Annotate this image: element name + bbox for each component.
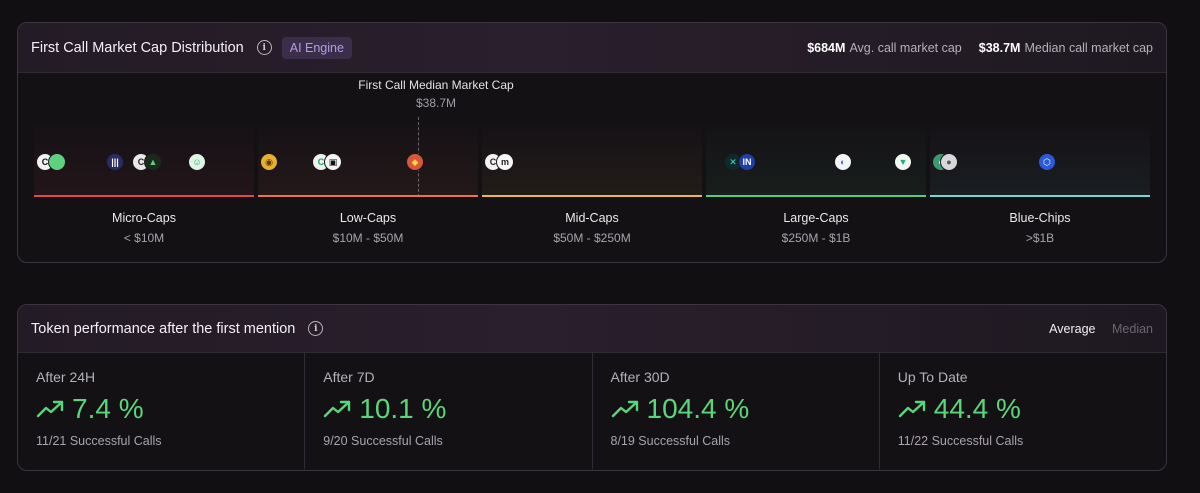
- segment-bar: [34, 195, 254, 197]
- segment-name: Large-Caps: [783, 211, 849, 225]
- average-median-toggle: Average Median: [1036, 322, 1153, 336]
- segment-mid-caps: C m: [482, 121, 702, 197]
- successful-calls: 8/19 Successful Calls: [610, 434, 731, 448]
- median-marker-title: First Call Median Market Cap: [358, 78, 514, 92]
- performance-percent: 10.1 %: [359, 393, 447, 424]
- segment-low-caps: ◉ C ▣ ◆: [258, 121, 478, 197]
- segment-blue-chips: ● ● ⬡: [930, 121, 1150, 197]
- performance-percent: 7.4 %: [72, 393, 144, 424]
- token-icon[interactable]: ◐: [834, 153, 852, 171]
- token-icon[interactable]: ◉: [260, 153, 278, 171]
- successful-calls: 11/22 Successful Calls: [897, 434, 1024, 448]
- token-icon[interactable]: ●: [940, 153, 958, 171]
- segment-micro-caps: C ||| C ▲ ☺: [34, 121, 254, 197]
- token-icon[interactable]: ✕: [724, 153, 742, 171]
- trending-up-icon: [898, 400, 925, 418]
- token-icon[interactable]: IN: [738, 153, 756, 171]
- token-icon[interactable]: ▲: [144, 153, 162, 171]
- performance-cell-7d: After 7D 10.1 % 9/20 Successful Calls: [305, 353, 593, 469]
- market-cap-stats: $684M Avg. call market cap $38.7M Median c…: [807, 41, 1153, 55]
- segment-bar: [482, 195, 702, 197]
- median-market-cap-value: $38.7M: [978, 40, 1021, 55]
- performance-label: Up To Date: [897, 369, 968, 385]
- performance-cell-30d: After 30D 104.4 % 8/19 Successful Calls: [593, 353, 880, 469]
- token-icon[interactable]: [48, 153, 66, 171]
- performance-label: After 30D: [610, 369, 670, 385]
- segment-range: >$1B: [1025, 231, 1055, 245]
- segment-name: Mid-Caps: [565, 211, 619, 225]
- performance-value: 44.4 %: [898, 393, 1166, 425]
- token-performance-card: Token performance after the first mentio…: [17, 304, 1167, 471]
- performance-cell-24h: After 24H 7.4 % 11/21 Successful Calls: [18, 353, 306, 469]
- median-market-cap-label: Median call market cap: [1024, 40, 1153, 55]
- segment-range: $250M - $1B: [781, 231, 851, 245]
- market-cap-distribution-card: First Call Market Cap Distribution i AI …: [17, 22, 1167, 263]
- successful-calls: 9/20 Successful Calls: [323, 434, 443, 448]
- toggle-median[interactable]: Median: [1112, 321, 1153, 336]
- segment-name: Blue-Chips: [1009, 211, 1071, 225]
- median-market-cap-stat: $38.7M Median call market cap: [979, 41, 1153, 55]
- token-icon[interactable]: m: [496, 153, 514, 171]
- avg-market-cap-value: $684M: [807, 40, 846, 55]
- trending-up-icon: [36, 400, 64, 418]
- segment-name: Low-Caps: [339, 211, 397, 225]
- performance-stats-row: After 24H 7.4 % 11/21 Successful Calls A…: [18, 353, 1166, 469]
- segment-bar: [930, 195, 1150, 197]
- performance-value: 104.4 %: [611, 393, 879, 425]
- performance-header: Token performance after the first mentio…: [18, 305, 1166, 353]
- distribution-header: First Call Market Cap Distribution i AI …: [18, 23, 1166, 73]
- median-marker-value: $38.7M: [415, 96, 457, 110]
- token-icon[interactable]: ▣: [324, 153, 342, 171]
- segment-bar: [258, 195, 478, 197]
- segment-large-caps: ✕ IN ◐ ▼: [706, 121, 926, 197]
- successful-calls: 11/21 Successful Calls: [36, 434, 162, 448]
- avg-market-cap-stat: $684M Avg. call market cap: [807, 41, 962, 55]
- trending-up-icon: [324, 400, 351, 418]
- info-icon[interactable]: i: [308, 321, 324, 336]
- segment-bar: [706, 195, 926, 197]
- segment-range: $10M - $50M: [332, 231, 404, 245]
- segment-name: Micro-Caps: [112, 211, 176, 225]
- performance-percent: 104.4 %: [646, 393, 750, 424]
- token-icon[interactable]: ☺: [188, 153, 206, 171]
- toggle-average[interactable]: Average: [1049, 321, 1096, 336]
- avg-market-cap-label: Avg. call market cap: [849, 40, 962, 55]
- segment-range: $50M - $250M: [553, 231, 631, 245]
- performance-label: After 7D: [323, 369, 375, 385]
- performance-title: Token performance after the first mentio…: [31, 320, 296, 337]
- performance-cell-up-to-date: Up To Date 44.4 % 11/22 Successful Calls: [880, 353, 1166, 469]
- token-icon[interactable]: ◆: [406, 153, 424, 171]
- median-marker-label: First Call Median Market Cap $38.7M: [18, 78, 854, 110]
- token-icon[interactable]: ▼: [894, 153, 912, 171]
- segment-range: < $10M: [123, 231, 165, 245]
- performance-label: After 24H: [36, 369, 96, 385]
- performance-value: 7.4 %: [36, 393, 304, 425]
- token-icon[interactable]: |||: [106, 153, 124, 171]
- token-icon[interactable]: ⬡: [1038, 153, 1056, 171]
- distribution-chart: First Call Median Market Cap $38.7M C ||…: [18, 73, 1166, 262]
- distribution-title: First Call Market Cap Distribution: [31, 39, 244, 56]
- ai-engine-badge: AI Engine: [281, 36, 352, 59]
- trending-up-icon: [611, 400, 638, 418]
- performance-percent: 44.4 %: [933, 393, 1021, 424]
- info-icon[interactable]: i: [256, 40, 272, 55]
- performance-value: 10.1 %: [323, 393, 591, 425]
